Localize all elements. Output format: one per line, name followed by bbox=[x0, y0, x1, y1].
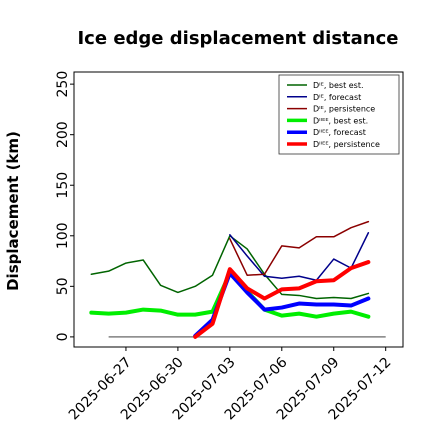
legend-entry: Dᴵᴱ, forecast bbox=[313, 93, 361, 102]
legend-entry: Dᴵᴱ, best est. bbox=[313, 81, 364, 90]
series-line-6 bbox=[193, 260, 371, 339]
y-tick-label: 200 bbox=[55, 121, 71, 148]
chart-title: Ice edge displacement distance bbox=[77, 28, 398, 49]
legend-box bbox=[278, 74, 400, 155]
series-lines bbox=[89, 220, 386, 339]
legend-entry: Dᴵᴵᴱᴱ, best est. bbox=[313, 116, 368, 125]
y-axis-label: Displacement (km) bbox=[4, 131, 22, 291]
y-tick-label: 150 bbox=[55, 172, 71, 199]
y-tick-label: 50 bbox=[55, 277, 71, 295]
x-axis-ticks: 2025-06-272025-06-302025-07-032025-07-06… bbox=[66, 347, 395, 423]
series-line-3 bbox=[229, 220, 370, 276]
plot-area bbox=[73, 71, 404, 348]
legend-entry: Dᴵᴵᴱᴱ, forecast bbox=[313, 128, 366, 137]
series-line-5 bbox=[193, 271, 371, 338]
y-tick-label: 100 bbox=[55, 222, 71, 249]
y-axis-ticks: 0 50 100 150 200 250 bbox=[55, 71, 74, 341]
legend-entry: Dᴵᴵᴱᴱ, persistence bbox=[313, 140, 380, 149]
y-tick-label: 0 bbox=[55, 332, 71, 341]
y-tick-label: 250 bbox=[55, 71, 71, 98]
series-line-2 bbox=[229, 232, 370, 282]
legend-entry: Dᴵᴱ, persistence bbox=[313, 105, 375, 114]
legend: Dᴵᴱ, best est. Dᴵᴱ, forecast Dᴵᴱ, persiste… bbox=[278, 74, 400, 155]
plot-frame bbox=[73, 71, 404, 348]
